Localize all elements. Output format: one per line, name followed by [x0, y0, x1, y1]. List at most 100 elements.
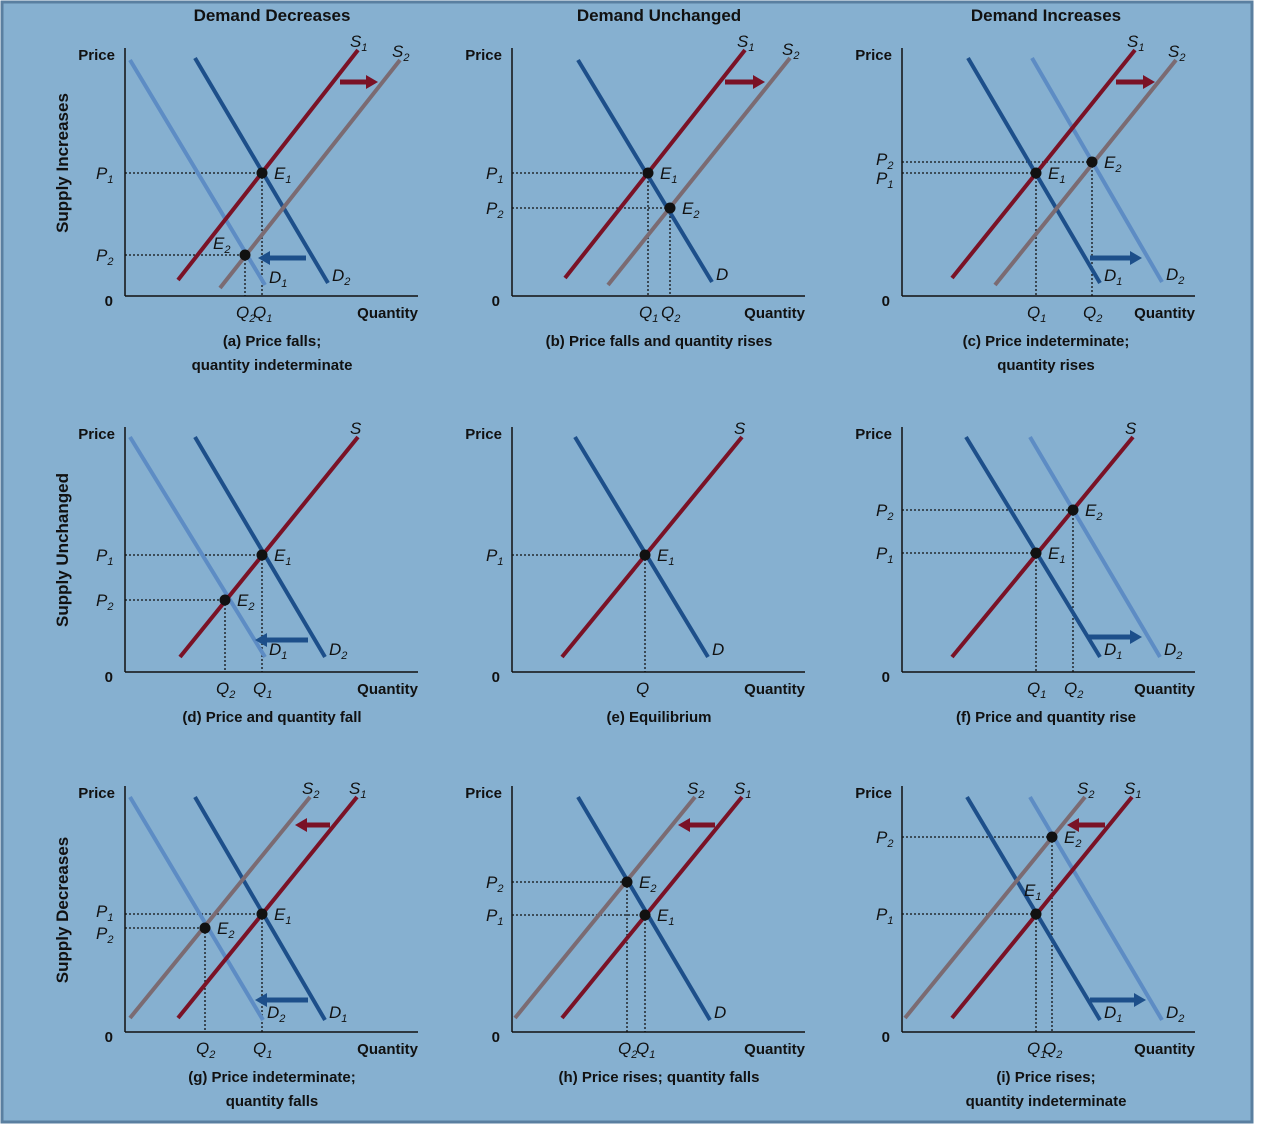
- panel-i-quantity-label-1: Q1: [1027, 1039, 1046, 1061]
- panel-c-supply-label-1: S1: [1127, 32, 1144, 54]
- panel-b-supply-curve-1: [563, 48, 747, 280]
- panel-d-price-label-2: P2: [96, 591, 113, 613]
- panel-g-supply-curve-1: [176, 795, 359, 1020]
- panel-a-demand-shift-arrow: [258, 251, 306, 265]
- panel-b-equilibrium-point-2: [664, 202, 676, 214]
- panel-c-price-label-1: P2: [876, 150, 893, 172]
- panel-i-supply-shift-arrow: [1067, 818, 1105, 832]
- panel-b-price-axis-label: Price: [465, 47, 502, 64]
- panel-h-equilibrium-label-2: E1: [657, 906, 674, 928]
- panel-i-equilibrium-point-1: [1030, 908, 1042, 920]
- panel-f-demand-curve-2: [1028, 435, 1162, 659]
- panel-b-equilibrium-point-1: [642, 167, 654, 179]
- panel-c-demand-label-1: D1: [1104, 266, 1122, 288]
- panel-e-equilibrium-label-1: E1: [657, 546, 674, 568]
- panel-e-supply-label-1: S: [734, 419, 746, 438]
- panel-i-supply-curve-1: [950, 795, 1134, 1020]
- panel-a-price-axis-label: Price: [78, 47, 115, 64]
- panel-f-price-label-1: P2: [876, 501, 893, 523]
- panel-d-quantity-label-2: Q1: [253, 679, 272, 701]
- panel-f-demand-shift-arrow: [1088, 630, 1142, 644]
- panel-e-caption-line-1: (e) Equilibrium: [607, 709, 712, 726]
- panel-a-price-label-2: P2: [96, 246, 113, 268]
- panel-b-equilibrium-label-1: E1: [660, 164, 677, 186]
- panel-c-price-axis-label: Price: [855, 47, 892, 64]
- panel-d-quantity-label-1: Q2: [216, 679, 235, 701]
- column-header-demand-unchanged: Demand Unchanged: [577, 6, 741, 25]
- panel-h-supply-curve-2: [513, 795, 697, 1020]
- panel-a-equilibrium-point-1: [256, 167, 268, 179]
- panel-a-quantity-label-2: Q1: [253, 303, 272, 325]
- panel-a-supply-shift-arrow: [340, 75, 378, 89]
- panel-g-price-axis-label: Price: [78, 785, 115, 802]
- panel-a-supply-curve-1: [176, 48, 360, 282]
- row-label-supply-unchanged: Supply Unchanged: [53, 473, 72, 627]
- row-label-supply-increases: Supply Increases: [53, 93, 72, 233]
- panel-i-demand-label-2: D2: [1166, 1003, 1184, 1025]
- panel-e-quantity-label-1: Q: [636, 679, 649, 698]
- panel-i-quantity-label-2: Q2: [1043, 1039, 1062, 1061]
- panel-i-caption-line-2: quantity indeterminate: [966, 1093, 1127, 1110]
- panel-g-equilibrium-label-2: E2: [217, 919, 234, 941]
- panel-f-supply-label-1: S: [1125, 419, 1137, 438]
- panel-e-equilibrium-point-1: [639, 549, 651, 561]
- panel-a-caption-line-2: quantity indeterminate: [192, 357, 353, 374]
- panel-f-quantity-label-2: Q2: [1064, 679, 1083, 701]
- panel-c-demand-label-2: D2: [1166, 265, 1184, 287]
- panel-e-price-axis-label: Price: [465, 426, 502, 443]
- panel-a-equilibrium-point-2: [239, 249, 251, 261]
- panel-d-demand-curve-2: [128, 435, 267, 659]
- panel-e-supply-curve-1: [560, 435, 744, 659]
- panel-c-supply-shift-arrow: [1116, 75, 1155, 89]
- panel-h-price-label-1: P2: [486, 873, 503, 895]
- panel-f-equilibrium-point-1: [1030, 547, 1042, 559]
- panel-h-price-axis-label: Price: [465, 785, 502, 802]
- panel-f-quantity-label-1: Q1: [1027, 679, 1046, 701]
- panel-b-supply-label-2: S2: [782, 40, 799, 62]
- panel-f-price-label-2: P1: [876, 544, 893, 566]
- panel-g-caption-line-2: quantity falls: [226, 1093, 319, 1110]
- panel-g-supply-curve-2: [128, 795, 312, 1020]
- panel-g-caption-line-1: (g) Price indeterminate;: [188, 1069, 356, 1086]
- panel-d-price-axis-label: Price: [78, 426, 115, 443]
- panel-g-supply-shift-arrow: [295, 818, 330, 832]
- panel-i-caption-line-1: (i) Price rises;: [996, 1069, 1095, 1086]
- panel-g-demand-shift-arrow: [255, 993, 308, 1007]
- panel-c-quantity-label-1: Q1: [1027, 303, 1046, 325]
- panel-d-equilibrium-point-1: [256, 549, 268, 561]
- panel-i-supply-label-2: S1: [1124, 779, 1141, 801]
- panel-a-quantity-axis-label: Quantity: [357, 305, 418, 322]
- panel-f-equilibrium-point-2: [1067, 504, 1079, 516]
- panel-d-equilibrium-label-1: E1: [274, 546, 291, 568]
- panel-a-supply-label-1: S1: [350, 32, 367, 54]
- panel-c-equilibrium-label-1: E1: [1048, 164, 1065, 186]
- panel-c-supply-curve-2: [993, 58, 1178, 287]
- panel-h-supply-curve-1: [560, 795, 744, 1020]
- panel-f-equilibrium-label-1: E1: [1048, 544, 1065, 566]
- panel-e-demand-label-1: D: [712, 640, 724, 659]
- panel-f-demand-label-2: D2: [1164, 640, 1182, 662]
- panel-g-demand-label-2: D1: [329, 1003, 347, 1025]
- panel-b-supply-curve-2: [606, 56, 792, 287]
- panel-g-origin-label: 0: [105, 1029, 113, 1046]
- panel-g-supply-label-2: S1: [349, 779, 366, 801]
- panel-f-price-axis-label: Price: [855, 426, 892, 443]
- panel-d-demand-label-2: D2: [329, 640, 347, 662]
- panel-d-supply-label-1: S: [350, 419, 362, 438]
- panel-c-supply-label-2: S2: [1168, 42, 1185, 64]
- panel-d-quantity-axis-label: Quantity: [357, 681, 418, 698]
- panel-g-demand-curve-2: [128, 795, 265, 1022]
- panel-a-demand-label-2: D2: [332, 266, 350, 288]
- panel-i-price-axis-label: Price: [855, 785, 892, 802]
- panel-h-demand-label-1: D: [714, 1003, 726, 1022]
- panel-i-demand-shift-arrow: [1090, 993, 1146, 1007]
- panel-f-quantity-axis-label: Quantity: [1134, 681, 1195, 698]
- panel-b-quantity-label-1: Q1: [639, 303, 658, 325]
- panel-d-supply-curve-1: [178, 435, 360, 659]
- panel-i-supply-label-1: S2: [1077, 779, 1094, 801]
- panel-a-price-label-1: P1: [96, 164, 113, 186]
- panel-c-quantity-axis-label: Quantity: [1134, 305, 1195, 322]
- panel-h-equilibrium-label-1: E2: [639, 873, 656, 895]
- panel-a-equilibrium-label-2: E2: [213, 234, 230, 256]
